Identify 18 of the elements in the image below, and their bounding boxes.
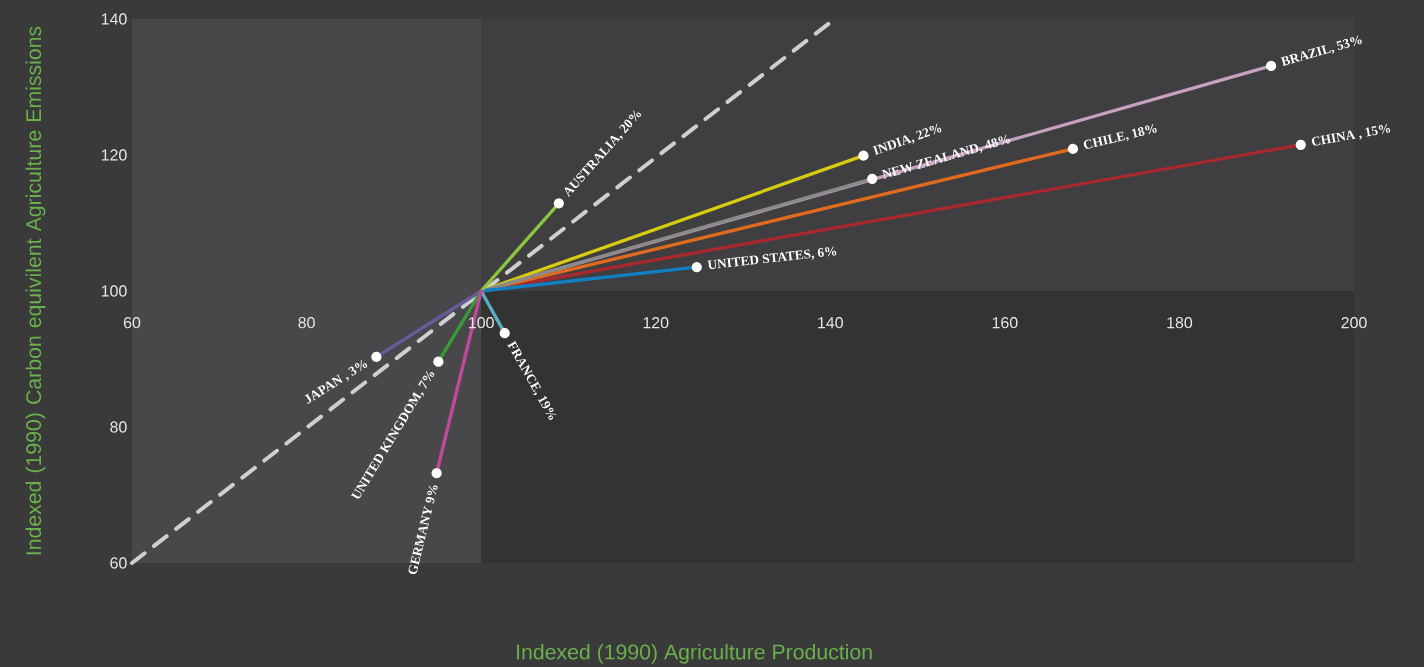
- x-axis-title: Indexed (1990) Agriculture Production: [517, 643, 872, 664]
- text: CHINA , 15%: [1311, 123, 1391, 146]
- x-tick-label: 160: [992, 317, 1018, 329]
- text: BRAZIL, 53%: [1280, 35, 1362, 67]
- y-tick-label: 60: [110, 557, 127, 569]
- y-tick-label: 140: [101, 13, 127, 25]
- y-tick-label: 100: [101, 285, 127, 297]
- y-tick-label: 120: [101, 149, 127, 161]
- text: UNITED STATES, 6%: [707, 246, 837, 269]
- x-tick-label: 80: [298, 317, 315, 329]
- text: CHILE, 18%: [1083, 123, 1157, 149]
- y-tick-label: 80: [110, 421, 127, 433]
- x-tick-label: 200: [1341, 317, 1367, 329]
- x-tick-label: 180: [1167, 317, 1193, 329]
- x-tick-label: 120: [643, 317, 669, 329]
- y-axis-title: Indexed (1990) Carbon equivilent Agriculture Emissions: [25, 26, 46, 555]
- x-tick-label: 140: [818, 317, 843, 329]
- x-tick-label: 60: [123, 317, 141, 329]
